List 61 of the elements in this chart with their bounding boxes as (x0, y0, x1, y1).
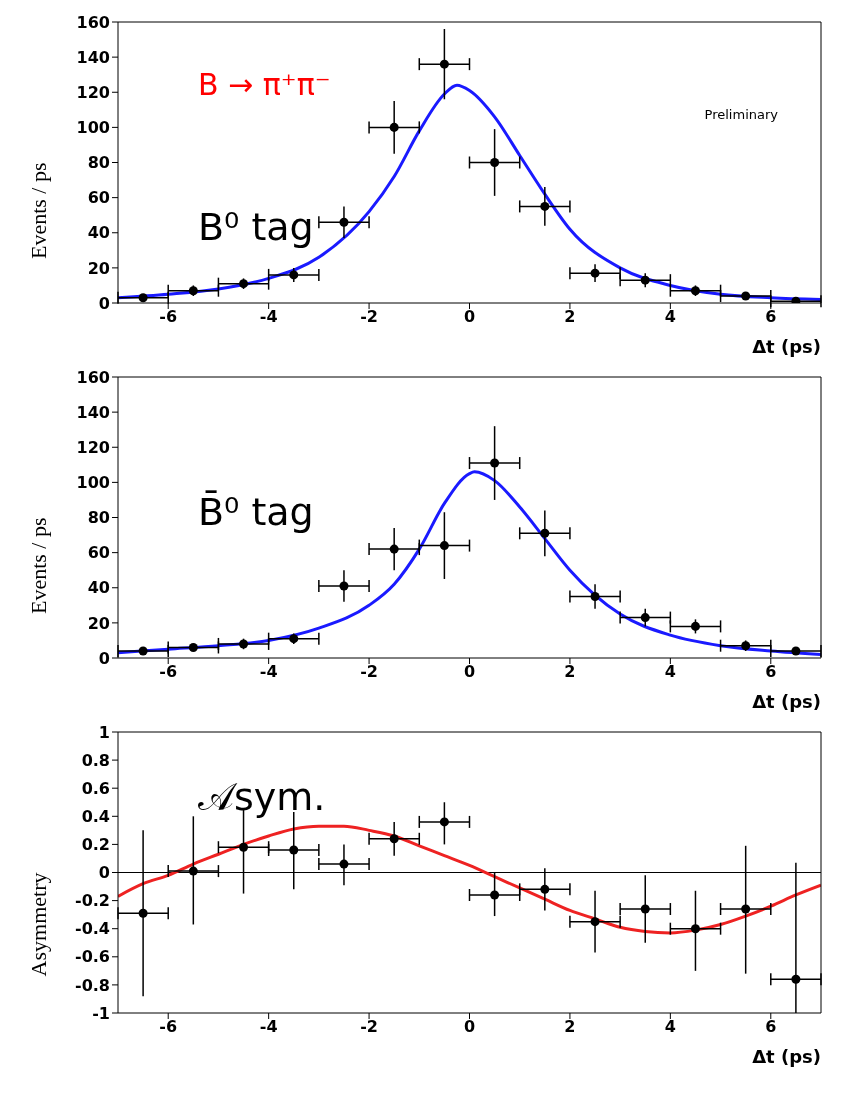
y-tick-label: 160 (76, 12, 110, 32)
x-tick-label: 0 (463, 662, 476, 682)
x-tick-label: -6 (159, 307, 178, 327)
x-tick-label: -2 (360, 662, 378, 682)
x-tick-label: 4 (664, 1017, 676, 1037)
y-tick-label: -0.8 (75, 975, 110, 995)
y-tick-label: 0.4 (81, 806, 110, 826)
annotation: B → π⁺π⁻ (198, 67, 331, 102)
y-tick-label: 100 (76, 473, 110, 493)
y-tick-label: 1 (98, 722, 110, 742)
y-tick-label: 0 (98, 648, 110, 668)
y-tick-label: 80 (87, 153, 110, 173)
y-tick-label: 0 (98, 863, 110, 883)
y-tick-label: -0.2 (75, 891, 110, 911)
x-tick-label: -2 (360, 307, 378, 327)
x-axis-title: Δt (ps) (752, 1046, 821, 1067)
x-tick-label: 6 (765, 662, 777, 682)
y-tick-label: 0.8 (81, 750, 110, 770)
x-tick-label: 6 (765, 1017, 777, 1037)
y-tick-label: 120 (76, 437, 110, 457)
x-tick-label: 2 (564, 1017, 576, 1037)
y-tick-label: 20 (87, 613, 110, 633)
x-tick-label: -4 (259, 307, 278, 327)
y-tick-label: 20 (87, 258, 110, 278)
y-tick-label: 0.2 (81, 835, 110, 855)
x-tick-label: 2 (564, 307, 576, 327)
annotation: 𝒜sym. (198, 775, 326, 819)
x-tick-label: 2 (564, 662, 576, 682)
y-tick-label: 60 (87, 188, 110, 208)
x-tick-label: 6 (765, 307, 777, 327)
annotation: B⁰ tag (198, 205, 314, 249)
y-tick-label: 40 (87, 223, 110, 243)
x-axis-title: Δt (ps) (752, 336, 821, 357)
annotation: B̄⁰ tag (198, 490, 314, 534)
y-tick-label: -0.4 (75, 919, 110, 939)
y-tick-label: 0.6 (81, 778, 110, 798)
y-tick-label: 140 (76, 402, 110, 422)
x-tick-label: -4 (259, 1017, 278, 1037)
y-tick-label: 100 (76, 118, 110, 138)
y-tick-label: 160 (76, 367, 110, 387)
x-tick-label: -4 (259, 662, 278, 682)
y-tick-label: 0 (98, 293, 110, 313)
y-tick-label: 40 (87, 578, 110, 598)
x-tick-label: -6 (159, 1017, 178, 1037)
y-axis-title: Events / ps (25, 517, 51, 615)
x-tick-label: 0 (463, 307, 476, 327)
x-tick-label: 4 (664, 662, 676, 682)
y-axis-title: Asymmetry (25, 872, 51, 977)
x-tick-label: 0 (463, 1017, 476, 1037)
y-tick-label: 140 (76, 47, 110, 67)
annotation: Preliminary (704, 107, 778, 122)
x-tick-label: -6 (159, 662, 178, 682)
x-tick-label: 4 (664, 307, 676, 327)
y-axis-title: Events / ps (25, 162, 51, 260)
x-axis-title: Δt (ps) (752, 691, 821, 712)
y-tick-label: 80 (87, 508, 110, 528)
y-tick-label: 60 (87, 543, 110, 563)
y-tick-label: -1 (92, 1003, 110, 1023)
y-tick-label: -0.6 (75, 947, 110, 967)
y-tick-label: 120 (76, 82, 110, 102)
x-tick-label: -2 (360, 1017, 378, 1037)
